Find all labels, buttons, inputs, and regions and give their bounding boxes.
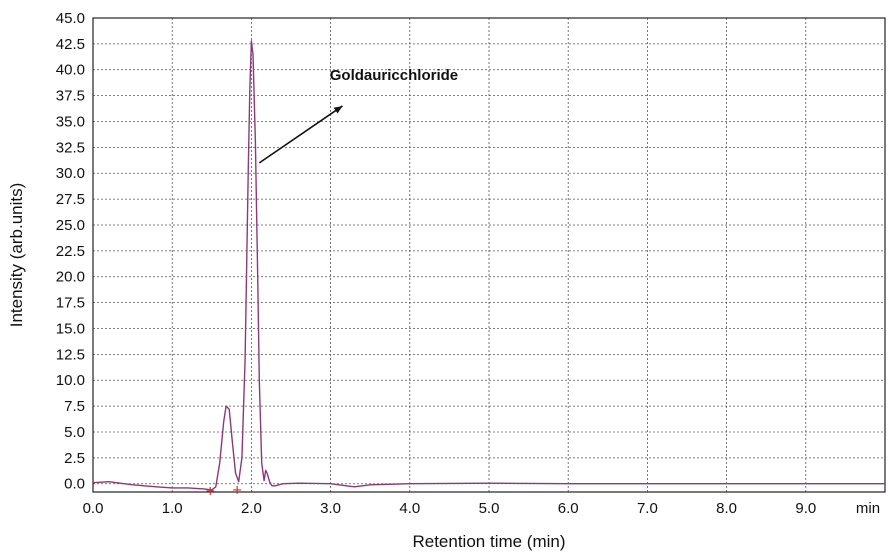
- x-tick-label: 9.0: [795, 500, 816, 517]
- marker-layer: [206, 485, 242, 495]
- annotation-label: Goldauricchloride: [330, 67, 458, 84]
- x-tick-label: 1.0: [162, 500, 183, 517]
- x-axis-unit-label: min: [856, 500, 880, 517]
- x-tick-label: 7.0: [637, 500, 658, 517]
- y-tick-label: 12.5: [56, 346, 85, 363]
- x-tick-label: 3.0: [320, 500, 341, 517]
- x-tick-label: 4.0: [399, 500, 420, 517]
- y-tick-label: 20.0: [56, 269, 85, 286]
- y-tick-label: 0.0: [64, 476, 85, 493]
- y-tick-label: 25.0: [56, 217, 85, 234]
- x-tick-label: 8.0: [716, 500, 737, 517]
- y-tick-label: 37.5: [56, 88, 85, 105]
- y-axis-label: Intensity (arb.units): [7, 183, 26, 328]
- chromatogram-trace: [92, 40, 885, 491]
- annotation-arrow: [258, 105, 343, 164]
- y-tick-label: 7.5: [64, 398, 85, 415]
- x-tick-label: 2.0: [241, 500, 262, 517]
- y-tick-label: 32.5: [56, 139, 85, 156]
- y-tick-label: 35.0: [56, 113, 85, 130]
- y-tick-label: 10.0: [56, 372, 85, 389]
- integration-marker: [233, 485, 242, 494]
- y-tick-label: 17.5: [56, 295, 85, 312]
- integration-marker: [206, 486, 215, 495]
- y-tick-label: 27.5: [56, 191, 85, 208]
- tick-label-layer: 0.0 2.5 5.0 7.5 10.0 12.5 15.0 17.5 20.0 22.5 25.0…: [56, 10, 816, 517]
- x-axis-label: Retention time (min): [412, 532, 565, 551]
- plot-frame: [92, 17, 886, 493]
- y-tick-label: 42.5: [56, 36, 85, 53]
- y-tick-label: 2.5: [64, 450, 85, 467]
- y-tick-label: 45.0: [56, 10, 85, 27]
- series-layer: [92, 40, 885, 491]
- y-tick-label: 40.0: [56, 62, 85, 79]
- annotation-layer: Goldauricchloride: [258, 67, 458, 164]
- y-tick-label: 15.0: [56, 320, 85, 337]
- x-tick-label: 0.0: [83, 500, 104, 517]
- y-tick-label: 22.5: [56, 243, 85, 260]
- y-tick-label: 30.0: [56, 165, 85, 182]
- y-tick-label: 5.0: [64, 424, 85, 441]
- x-tick-label: 6.0: [558, 500, 579, 517]
- annotation-arrowhead: [333, 105, 343, 114]
- x-tick-label: 5.0: [479, 500, 500, 517]
